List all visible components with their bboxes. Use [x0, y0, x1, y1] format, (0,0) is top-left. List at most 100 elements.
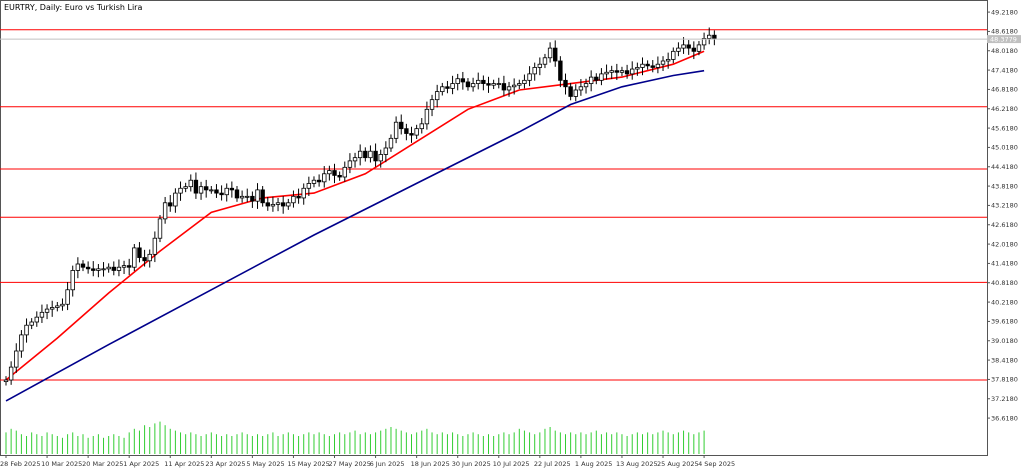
candle-body — [563, 79, 568, 88]
candle-body — [470, 83, 476, 88]
candle-body — [671, 50, 676, 60]
candle-body — [419, 123, 424, 130]
candle-body — [424, 108, 430, 125]
candle-body — [239, 195, 245, 199]
candle-body — [280, 202, 286, 207]
candle-body — [101, 268, 106, 271]
candle-body — [511, 84, 517, 88]
candle-body — [245, 195, 250, 198]
candle-body — [460, 78, 466, 83]
candlesticks — [3, 27, 717, 386]
candle-body — [55, 305, 60, 308]
x-tick-label: 23 Apr 2025 — [205, 460, 245, 468]
candle-body — [517, 83, 522, 86]
x-tick-label: 10 Jul 2025 — [493, 460, 530, 468]
candle-body — [327, 170, 332, 175]
candle-body — [645, 63, 650, 67]
current-price-box — [987, 35, 1021, 44]
y-tick-label: 41.4180 — [991, 260, 1018, 268]
y-tick-label: 48.0180 — [991, 47, 1018, 55]
candle-body — [352, 157, 358, 162]
x-tick-label: 15 May 2025 — [287, 460, 329, 468]
candle-body — [126, 265, 132, 268]
candle-body — [573, 89, 578, 97]
candle-body — [65, 289, 70, 305]
candle-body — [696, 44, 702, 52]
candle-body — [75, 263, 81, 271]
plot-frame — [0, 0, 988, 456]
candle-body — [491, 83, 496, 86]
candle-body — [306, 183, 312, 189]
y-tick-label: 39.0180 — [991, 337, 1018, 345]
candle-body — [29, 321, 34, 326]
candle-body — [604, 71, 609, 75]
candle-body — [296, 195, 301, 199]
candle-body — [85, 266, 91, 270]
candle-body — [542, 57, 548, 65]
candle-body — [609, 70, 614, 73]
y-tick-label: 47.4180 — [991, 66, 1018, 74]
x-tick-label: 25 Aug 2025 — [657, 460, 699, 468]
candle-body — [434, 91, 440, 101]
candle-body — [635, 67, 640, 70]
candle-body — [476, 79, 481, 84]
candle-body — [553, 47, 558, 62]
x-tick-label: 22 Jul 2025 — [534, 460, 571, 468]
candle-body — [363, 150, 368, 159]
candle-body — [178, 187, 183, 194]
candle-body — [368, 150, 373, 159]
x-tick-label: 6 Jun 2025 — [370, 460, 405, 468]
x-tick-label: 28 Feb 2025 — [0, 460, 40, 468]
candle-body — [322, 173, 327, 183]
chart-title: EURTRY, Daily: Euro vs Turkish Lira — [4, 3, 142, 12]
candle-body — [291, 195, 296, 204]
candle-body — [316, 179, 322, 183]
candle-body — [301, 187, 306, 199]
candle-body — [147, 253, 152, 262]
candle-body — [116, 266, 122, 271]
candle-body — [157, 218, 163, 239]
y-tick-label: 40.2180 — [991, 298, 1018, 306]
y-tick-label: 37.8180 — [991, 376, 1018, 384]
candle-body — [265, 202, 270, 207]
candle-body — [414, 128, 419, 136]
candle-body — [496, 83, 501, 85]
x-tick-label: 13 Aug 2025 — [616, 460, 658, 468]
candle-body — [712, 34, 717, 39]
candle-body — [70, 270, 75, 291]
candle-body — [445, 86, 450, 89]
x-tick-label: 11 Apr 2025 — [164, 460, 204, 468]
current-price-marker: 48.3779 — [0, 35, 1021, 43]
candle-body — [80, 263, 86, 268]
candle-body — [481, 79, 486, 84]
y-tick-label: 44.4180 — [991, 163, 1018, 171]
current-price-label: 48.3779 — [990, 35, 1017, 43]
candle-body — [630, 68, 635, 75]
candle-body — [686, 44, 691, 49]
candle-body — [275, 202, 281, 205]
candle-body — [96, 268, 101, 271]
y-tick-label: 46.2180 — [991, 105, 1018, 113]
candle-body — [537, 63, 543, 68]
y-tick-label: 49.2180 — [991, 8, 1018, 16]
candle-body — [455, 78, 460, 84]
candle-body — [440, 86, 445, 93]
y-tick-label: 48.6180 — [991, 28, 1018, 36]
candle-body — [707, 34, 712, 39]
candle-body — [660, 60, 666, 65]
candle-body — [162, 202, 168, 220]
y-tick-label: 38.4180 — [991, 356, 1018, 364]
x-tick-label: 10 Mar 2025 — [41, 460, 82, 468]
candle-body — [594, 76, 599, 81]
candle-body — [486, 83, 491, 86]
candle-body — [588, 76, 594, 84]
candle-body — [229, 187, 235, 191]
candle-body — [522, 79, 527, 84]
candle-body — [332, 170, 337, 176]
candle-body — [203, 186, 209, 191]
candle-body — [224, 187, 229, 196]
candle-body — [60, 303, 65, 307]
candle-body — [198, 186, 204, 194]
